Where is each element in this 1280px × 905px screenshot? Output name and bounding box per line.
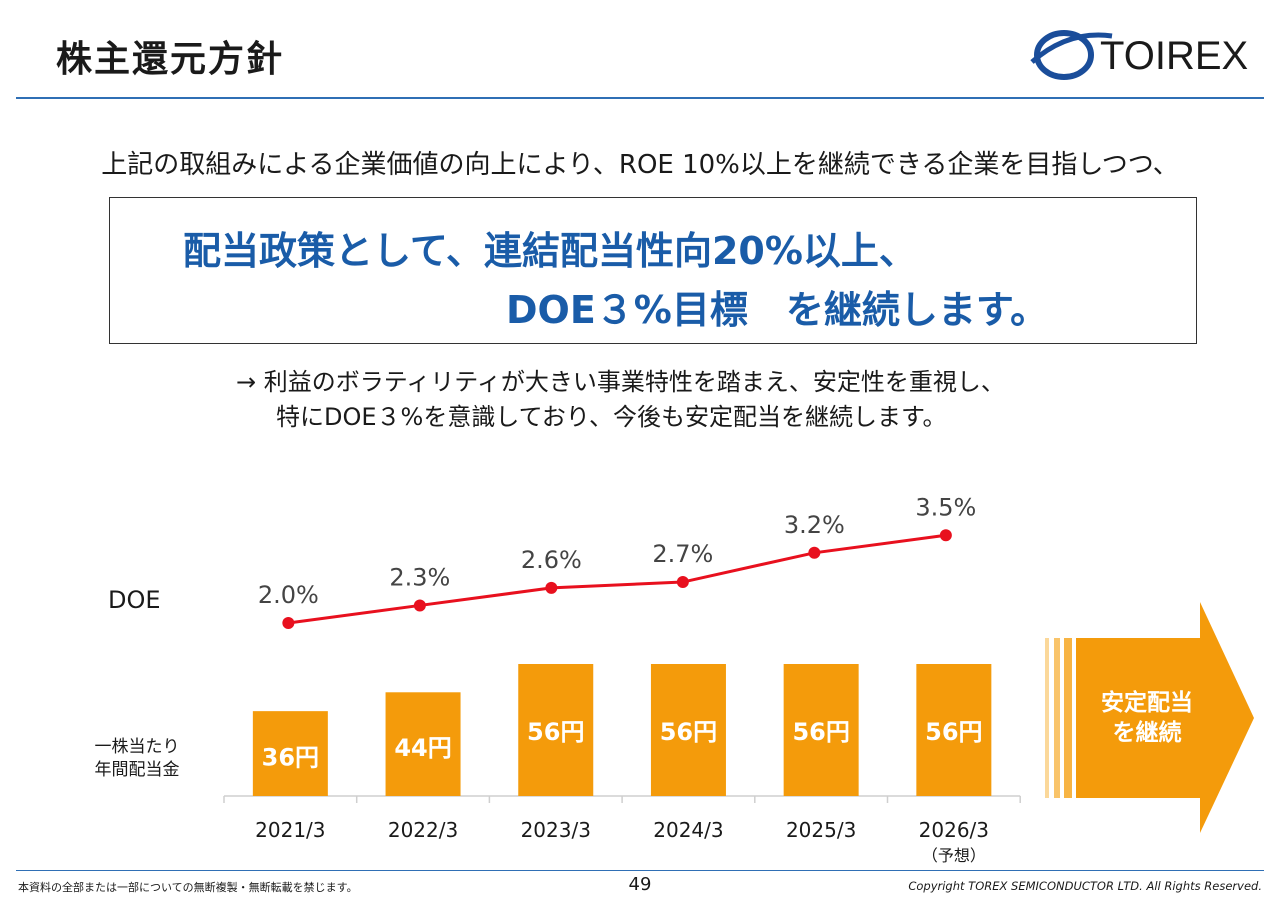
bar-value-label: 56円 (660, 718, 717, 746)
policy-line-1: 配当政策として、連結配当性向20%以上、 (183, 229, 917, 273)
note-line-1: → 利益のボラティリティが大きい事業特性を踏まえ、安定性を重視し、 (236, 368, 1005, 396)
bar-value-label: 44円 (394, 734, 451, 762)
bar-2025/3 (783, 664, 859, 796)
bar-2024/3 (650, 664, 726, 796)
x-tick-label: 2022/3 (388, 818, 458, 842)
dividend-label-line-2: 年間配当金 (94, 760, 180, 780)
doe-point-2026/3 (939, 529, 952, 542)
x-tick-label: 2026/3 (919, 818, 989, 842)
arrow-label-line-2: を継続 (1112, 720, 1182, 746)
logo-wordmark: TOIREX (1100, 34, 1248, 78)
footer-divider (16, 870, 1264, 871)
doe-value-label: 2.0% (258, 581, 319, 609)
note-line-2: 特にDOE３%を意識しており、今後も安定配当を継続します。 (276, 403, 947, 431)
doe-point-2023/3 (545, 581, 558, 594)
bar-value-label: 56円 (925, 718, 982, 746)
bar-value-label: 56円 (792, 718, 849, 746)
doe-value-label: 2.3% (389, 563, 450, 591)
x-tick-label: 2021/3 (255, 818, 325, 842)
doe-point-2025/3 (808, 546, 821, 559)
bar-2026/3 (916, 664, 992, 796)
page-title: 株主還元方針 (56, 39, 285, 80)
bar-2021/3 (252, 711, 328, 796)
x-tick-note: （予想） (922, 846, 986, 865)
x-tick-label: 2023/3 (521, 818, 591, 842)
policy-box (109, 197, 1197, 344)
continue-arrow (1045, 602, 1254, 833)
doe-axis-label: DOE (108, 586, 161, 614)
header-divider (16, 97, 1264, 99)
policy-line-2: DOE３%目標 を継続します。 (506, 288, 1049, 332)
doe-line (288, 533, 947, 625)
x-tick-label: 2025/3 (786, 818, 856, 842)
bar-2023/3 (518, 664, 594, 796)
bar-value-label: 36円 (262, 744, 319, 772)
doe-point-2021/3 (282, 617, 295, 629)
x-tick-label: 2024/3 (653, 818, 723, 842)
bar-2022/3 (385, 692, 461, 796)
doe-value-label: 2.6% (521, 546, 582, 574)
doe-point-2024/3 (676, 576, 689, 589)
arrow-label: 安定配当 を継続 (1072, 688, 1222, 748)
doe-value-label: 3.2% (784, 511, 845, 539)
intro-text: 上記の取組みによる企業価値の向上により、ROE 10%以上を継続できる企業を目指… (101, 150, 1179, 180)
dividend-label-line-1: 一株当たり (94, 737, 180, 757)
copyright-text: Copyright TOREX SEMICONDUCTOR LTD. All R… (908, 879, 1262, 893)
page-number: 49 (628, 874, 652, 895)
bar-value-label: 56円 (527, 718, 584, 746)
doe-value-label: 2.7% (652, 540, 713, 568)
dividend-axis-label: 一株当たり 年間配当金 (82, 736, 192, 782)
arrow-label-line-1: 安定配当 (1101, 690, 1193, 716)
torex-logo: TOIREX (1030, 30, 1248, 80)
doe-point-2022/3 (413, 599, 426, 612)
footer-disclaimer: 本資料の全部または一部についての無断複製・無断転載を禁じます。 (18, 881, 358, 894)
doe-value-label: 3.5% (915, 493, 976, 521)
